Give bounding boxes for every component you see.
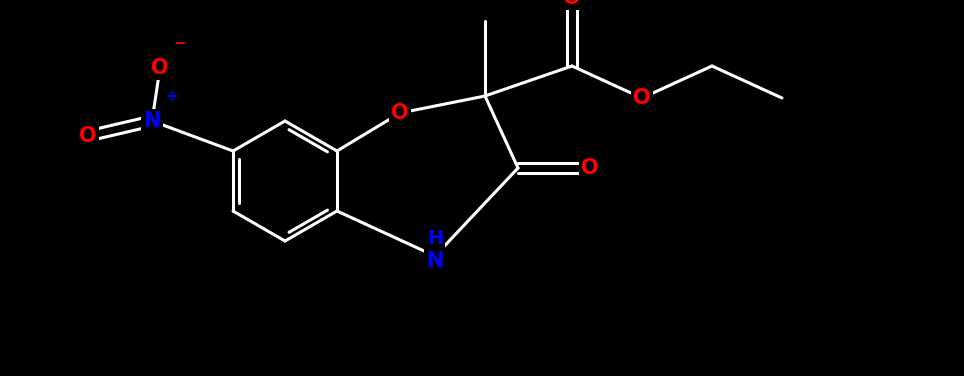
Text: N: N [426,251,443,271]
Text: O: O [581,158,599,178]
Text: O: O [391,103,409,123]
Text: +: + [165,89,177,104]
Text: H: H [427,229,443,247]
Text: −: − [173,36,186,51]
Text: O: O [79,126,96,146]
Text: N: N [144,111,161,131]
Text: O: O [633,88,651,108]
Text: O: O [151,58,169,78]
Text: O: O [563,0,581,8]
